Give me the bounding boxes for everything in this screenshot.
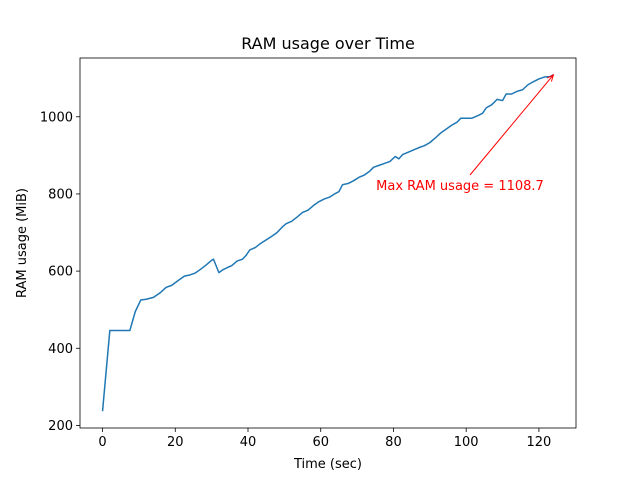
annotation-arrow-head xyxy=(547,73,555,82)
y-tick-label: 200 xyxy=(48,419,73,434)
x-tick-label: 80 xyxy=(385,435,402,450)
x-axis-label: Time (sec) xyxy=(293,457,362,472)
annotation-text: Max RAM usage = 1108.7 xyxy=(376,179,544,194)
y-tick-label: 1000 xyxy=(40,110,73,125)
x-tick-label: 60 xyxy=(312,435,329,450)
x-tick-label: 0 xyxy=(98,435,106,450)
annotation-arrow xyxy=(469,74,554,176)
x-tick-label: 40 xyxy=(240,435,257,450)
data-line xyxy=(101,74,554,412)
y-tick-label: 400 xyxy=(48,342,73,357)
chart-title: RAM usage over Time xyxy=(241,34,415,53)
x-tick-label: 100 xyxy=(454,435,479,450)
x-tick-label: 120 xyxy=(526,435,551,450)
y-axis-label: RAM usage (MiB) xyxy=(15,188,30,298)
axes-frame xyxy=(79,57,577,429)
x-tick-label: 20 xyxy=(167,435,184,450)
y-tick-label: 600 xyxy=(48,265,73,280)
y-tick-label: 800 xyxy=(48,187,73,202)
